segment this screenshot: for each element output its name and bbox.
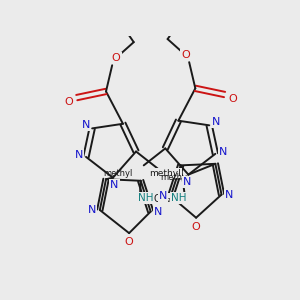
Text: N: N [75,150,83,160]
Text: N: N [219,147,227,157]
Text: N: N [82,120,90,130]
Text: N: N [110,180,119,190]
Text: N: N [159,191,167,201]
Text: O: O [181,50,190,60]
Text: N: N [183,177,191,187]
Text: methyl: methyl [161,173,190,182]
Text: N: N [225,190,233,200]
Text: O: O [112,53,120,63]
Text: N: N [212,117,220,127]
Text: N: N [88,205,96,215]
Text: O: O [228,94,237,104]
Text: NH: NH [138,193,154,203]
Text: O: O [125,237,134,248]
Text: NH: NH [171,193,187,203]
Text: methyl: methyl [149,169,181,178]
Text: CH₂: CH₂ [154,194,172,204]
Text: O: O [192,222,200,232]
Text: N: N [154,207,163,217]
Text: O: O [65,97,74,107]
Text: methyl: methyl [103,169,133,178]
